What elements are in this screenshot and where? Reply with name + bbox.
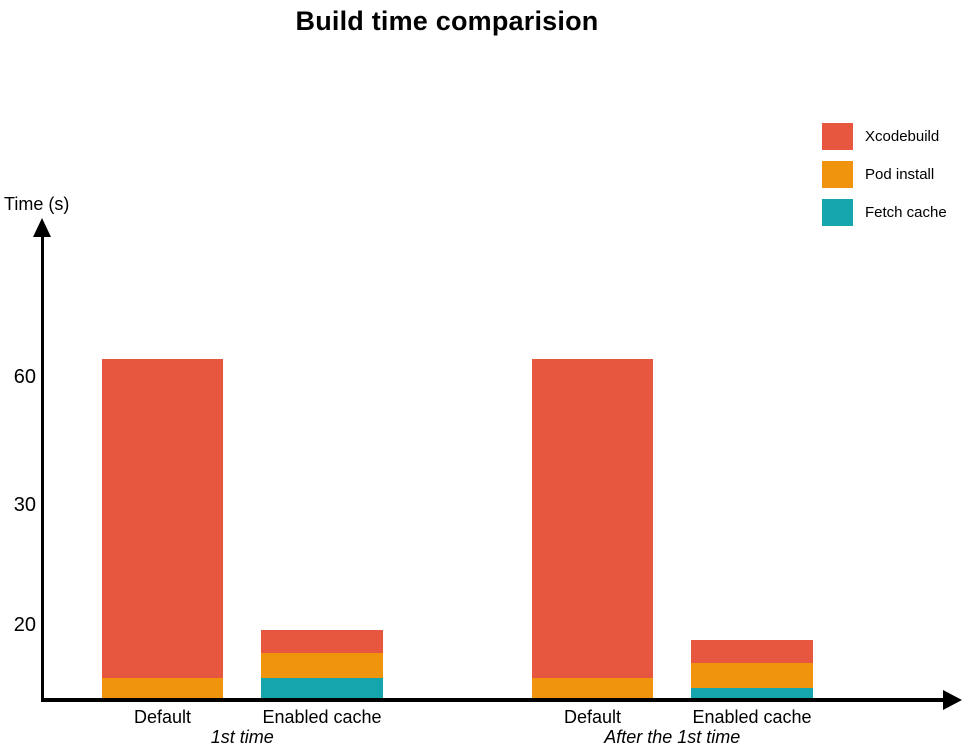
bar-segment-after-the-1st-time-enabled-cache-fetch-cache bbox=[691, 688, 813, 700]
x-category-label-1st-time-default: Default bbox=[133, 707, 192, 727]
y-tick-label-20: 20 bbox=[13, 614, 36, 636]
x-category-label-after-the-1st-time-enabled-cache: Enabled cache bbox=[692, 707, 812, 727]
bar-segment-1st-time-enabled-cache-fetch-cache bbox=[261, 678, 383, 700]
legend-item-pod-install: Pod install bbox=[822, 161, 947, 188]
bar-segment-1st-time-enabled-cache-xcodebuild bbox=[261, 630, 383, 653]
x-axis bbox=[41, 698, 945, 702]
y-tick-label-60: 60 bbox=[13, 366, 36, 388]
y-axis-label: Time (s) bbox=[4, 194, 70, 214]
y-axis bbox=[41, 236, 44, 702]
bar-segment-after-the-1st-time-default-xcodebuild bbox=[532, 359, 653, 678]
bar-segment-after-the-1st-time-default-pod-install bbox=[532, 678, 653, 700]
legend-item-xcodebuild: Xcodebuild bbox=[822, 123, 947, 150]
bar-segment-1st-time-default-xcodebuild bbox=[102, 359, 223, 678]
bar-segment-after-the-1st-time-enabled-cache-xcodebuild bbox=[691, 640, 813, 663]
y-axis-arrow-icon bbox=[33, 218, 51, 237]
legend-label-pod-install: Pod install bbox=[865, 166, 935, 183]
x-axis-arrow-icon bbox=[943, 690, 962, 710]
legend-swatch-xcodebuild bbox=[822, 123, 853, 150]
legend-swatch-pod-install bbox=[822, 161, 853, 188]
x-category-label-1st-time-enabled-cache: Enabled cache bbox=[262, 707, 382, 727]
legend-swatch-fetch-cache bbox=[822, 199, 853, 226]
x-category-label-after-the-1st-time-default: Default bbox=[563, 707, 622, 727]
legend-label-xcodebuild: Xcodebuild bbox=[865, 128, 940, 145]
legend: Xcodebuild Pod install Fetch cache bbox=[822, 123, 947, 237]
bar-segment-1st-time-default-pod-install bbox=[102, 678, 223, 700]
chart-title: Build time comparision bbox=[295, 6, 599, 36]
y-tick-label-30: 30 bbox=[13, 494, 36, 516]
legend-item-fetch-cache: Fetch cache bbox=[822, 199, 947, 226]
x-group-label-after-the-1st-time: After the 1st time bbox=[604, 727, 741, 747]
legend-label-fetch-cache: Fetch cache bbox=[865, 204, 947, 221]
bar-segment-after-the-1st-time-enabled-cache-pod-install bbox=[691, 663, 813, 688]
bar-segment-1st-time-enabled-cache-pod-install bbox=[261, 653, 383, 678]
x-group-label-1st-time: 1st time bbox=[210, 727, 274, 747]
